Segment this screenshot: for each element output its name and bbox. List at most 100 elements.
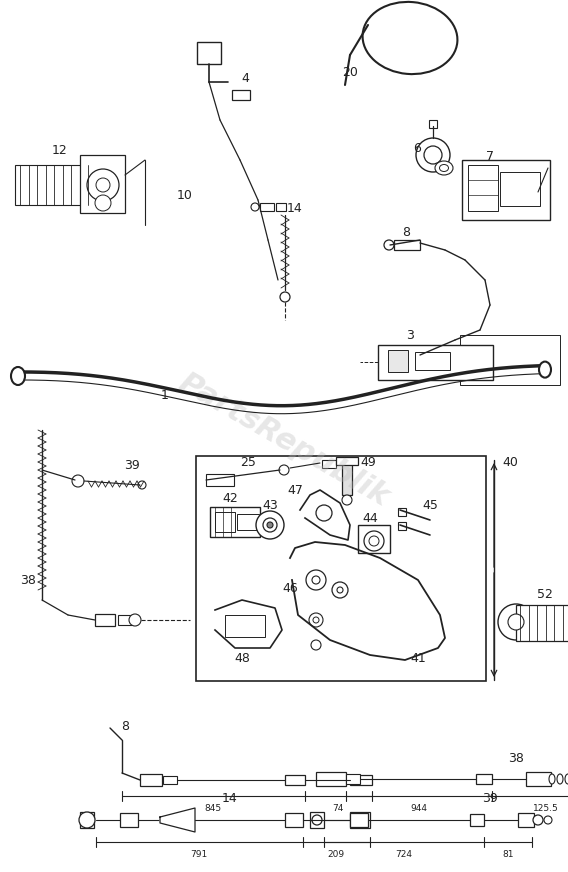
Bar — [429, 120, 437, 128]
Text: 48: 48 — [234, 651, 250, 664]
Text: 7: 7 — [486, 151, 494, 164]
Bar — [285, 813, 303, 827]
Text: 8: 8 — [121, 719, 129, 732]
Bar — [358, 525, 390, 553]
Ellipse shape — [440, 165, 449, 172]
Circle shape — [312, 815, 322, 825]
Text: 43: 43 — [262, 499, 278, 512]
Circle shape — [129, 614, 141, 626]
Text: PartsRepublik: PartsRepublik — [174, 368, 394, 512]
Bar — [276, 203, 286, 211]
Bar — [80, 812, 94, 828]
Bar — [197, 42, 221, 64]
Circle shape — [369, 536, 379, 546]
Bar — [80, 155, 125, 213]
Bar — [476, 774, 492, 784]
Ellipse shape — [549, 774, 555, 784]
Text: 1: 1 — [161, 389, 169, 401]
Text: 10: 10 — [177, 188, 193, 201]
Bar — [415, 352, 450, 370]
Circle shape — [79, 812, 95, 828]
Circle shape — [280, 292, 290, 302]
Ellipse shape — [11, 367, 25, 385]
Circle shape — [332, 582, 348, 598]
Circle shape — [384, 240, 394, 250]
Ellipse shape — [565, 774, 568, 784]
Bar — [346, 774, 360, 784]
Circle shape — [416, 138, 450, 172]
Text: 74: 74 — [332, 803, 344, 813]
Circle shape — [95, 195, 111, 211]
Text: 49: 49 — [360, 455, 376, 468]
Bar — [206, 474, 234, 486]
Text: 39: 39 — [482, 792, 498, 805]
Text: 81: 81 — [502, 849, 513, 859]
Bar — [322, 460, 336, 468]
Circle shape — [267, 522, 273, 528]
Circle shape — [256, 511, 284, 539]
Bar — [336, 457, 358, 465]
Circle shape — [313, 617, 319, 623]
Polygon shape — [160, 808, 195, 832]
Text: 44: 44 — [362, 512, 378, 524]
Circle shape — [279, 465, 289, 475]
Bar — [196, 456, 486, 681]
Circle shape — [508, 614, 524, 630]
Bar — [310, 812, 324, 828]
Text: 845: 845 — [204, 803, 222, 813]
Text: 6: 6 — [413, 141, 421, 154]
Bar — [516, 605, 568, 641]
Circle shape — [424, 146, 442, 164]
Text: 20: 20 — [342, 65, 358, 78]
Circle shape — [72, 475, 84, 487]
Bar — [260, 203, 274, 211]
Text: 724: 724 — [395, 849, 412, 859]
Text: 38: 38 — [20, 574, 36, 587]
Bar — [500, 172, 540, 206]
Bar — [163, 776, 177, 784]
Text: 14: 14 — [222, 792, 238, 805]
Ellipse shape — [435, 161, 453, 175]
Bar — [237, 514, 259, 530]
Bar — [398, 522, 406, 530]
Circle shape — [316, 505, 332, 521]
Text: 25: 25 — [240, 455, 256, 468]
Bar — [140, 774, 162, 786]
Text: 39: 39 — [124, 459, 140, 472]
Circle shape — [263, 518, 277, 532]
Bar — [232, 90, 250, 100]
Circle shape — [311, 640, 321, 650]
Bar — [95, 614, 115, 626]
Circle shape — [364, 531, 384, 551]
Text: 41: 41 — [410, 651, 426, 664]
Bar — [350, 813, 368, 827]
Bar — [462, 160, 550, 220]
Text: 45: 45 — [422, 499, 438, 512]
Ellipse shape — [362, 2, 457, 74]
Bar — [518, 813, 534, 827]
Bar — [468, 165, 498, 211]
Text: 791: 791 — [190, 849, 208, 859]
Text: 47: 47 — [287, 483, 303, 496]
Bar — [398, 508, 406, 516]
Circle shape — [87, 169, 119, 201]
Bar — [210, 507, 260, 537]
Text: 125.5: 125.5 — [533, 803, 559, 813]
Ellipse shape — [557, 774, 563, 784]
Circle shape — [138, 481, 146, 489]
Bar — [394, 240, 420, 250]
Text: 40: 40 — [502, 455, 518, 468]
Circle shape — [96, 178, 110, 192]
Bar — [526, 772, 551, 786]
Text: 3: 3 — [406, 329, 414, 342]
Circle shape — [544, 816, 552, 824]
Bar — [470, 814, 484, 826]
Bar — [120, 813, 138, 827]
Bar — [342, 460, 352, 495]
Text: 46: 46 — [282, 582, 298, 595]
Text: 38: 38 — [508, 752, 524, 765]
Bar — [316, 772, 346, 786]
Bar — [285, 775, 305, 785]
Circle shape — [306, 570, 326, 590]
Bar — [350, 775, 372, 785]
